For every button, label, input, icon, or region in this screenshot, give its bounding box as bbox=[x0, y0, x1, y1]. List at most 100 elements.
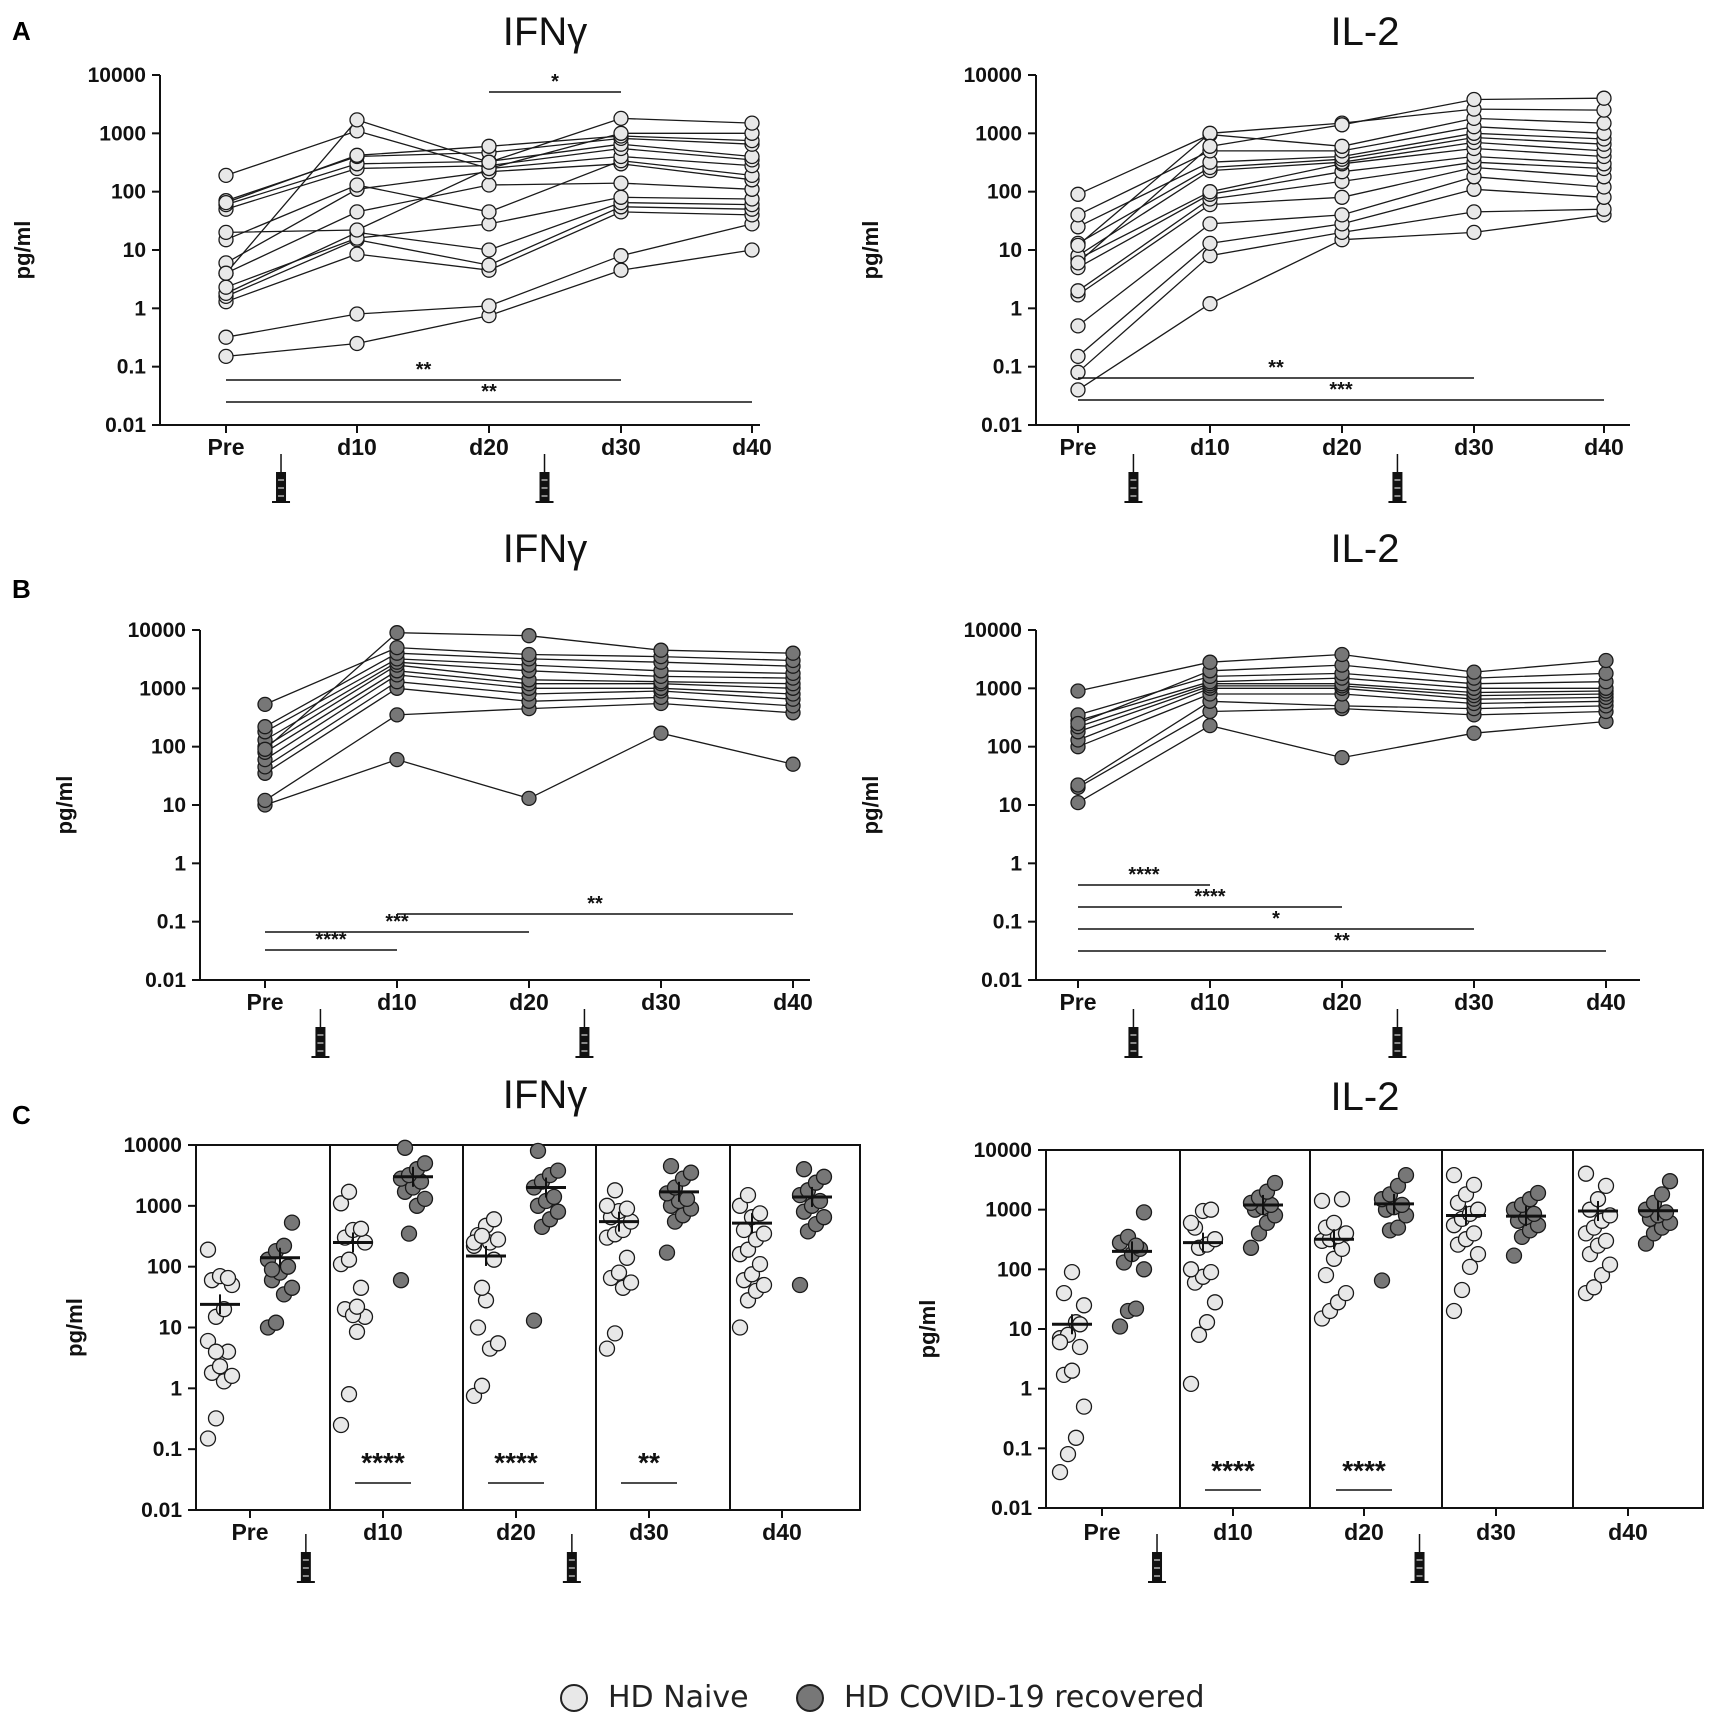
data-point bbox=[1070, 364, 1086, 380]
data-point bbox=[396, 1139, 414, 1156]
data-point bbox=[1465, 1225, 1483, 1242]
data-point bbox=[1325, 1214, 1343, 1232]
data-point bbox=[613, 189, 629, 205]
data-point bbox=[340, 1183, 358, 1200]
y-axis-label: pg/ml bbox=[10, 221, 35, 280]
data-point bbox=[348, 1323, 366, 1340]
significance-label: *** bbox=[1329, 379, 1353, 401]
data-point bbox=[1466, 224, 1482, 241]
data-point bbox=[613, 248, 629, 264]
data-point bbox=[529, 1142, 547, 1160]
data-point bbox=[1190, 1326, 1208, 1343]
data-point bbox=[1127, 1300, 1145, 1317]
x-tick-label: d30 bbox=[601, 434, 641, 460]
x-tick-label: d30 bbox=[1476, 1519, 1516, 1545]
data-point bbox=[662, 1157, 680, 1175]
data-point bbox=[416, 1190, 434, 1208]
data-point bbox=[1070, 207, 1086, 223]
data-point bbox=[1070, 777, 1086, 793]
data-point bbox=[392, 1272, 410, 1289]
data-point bbox=[279, 1258, 297, 1275]
y-tick-label: 100 bbox=[997, 1258, 1032, 1281]
data-point bbox=[1242, 1239, 1260, 1256]
x-tick-label: Pre bbox=[207, 434, 244, 460]
y-tick-label: 10000 bbox=[964, 619, 1022, 642]
data-point bbox=[485, 1251, 503, 1268]
y-tick-label: 100 bbox=[987, 181, 1022, 204]
x-tick-label: d10 bbox=[363, 1519, 403, 1545]
y-tick-label: 1000 bbox=[975, 677, 1022, 700]
data-point bbox=[1055, 1284, 1073, 1302]
y-tick-label: 0.01 bbox=[105, 414, 146, 437]
data-point bbox=[1653, 1186, 1671, 1203]
y-axis-label: pg/ml bbox=[915, 1300, 940, 1359]
data-point bbox=[1313, 1192, 1331, 1210]
x-tick-label: d20 bbox=[1344, 1519, 1384, 1545]
y-tick-label: 0.01 bbox=[145, 969, 186, 992]
data-point bbox=[1373, 1272, 1391, 1289]
y-tick-label: 100 bbox=[111, 181, 146, 204]
syringe-icon bbox=[1124, 454, 1143, 503]
y-axis-label: pg/ml bbox=[52, 776, 77, 835]
y-axis-label: pg/ml bbox=[858, 776, 883, 835]
data-point bbox=[1070, 348, 1086, 365]
x-tick-label: d40 bbox=[1584, 434, 1624, 460]
syringe-icon bbox=[311, 1009, 330, 1058]
data-point bbox=[263, 1261, 281, 1278]
chart-b-il2: 0.01 0.1 1 10 100 1000 10000 Pre d10 d20 d30 d40 IL-… bbox=[858, 527, 1640, 1058]
data-point bbox=[257, 741, 273, 757]
data-point bbox=[332, 1416, 350, 1434]
data-point bbox=[218, 224, 234, 241]
y-tick-label: 10000 bbox=[88, 64, 146, 87]
data-point bbox=[731, 1319, 749, 1336]
data-point bbox=[1202, 296, 1218, 312]
y-tick-label: 100 bbox=[147, 1256, 182, 1279]
x-tick-label: d20 bbox=[496, 1519, 536, 1545]
data-point bbox=[521, 790, 537, 807]
syringe-barrel bbox=[276, 472, 287, 502]
data-point bbox=[1063, 1263, 1081, 1281]
data-point bbox=[207, 1410, 225, 1427]
y-tick-label: 1 bbox=[1010, 297, 1022, 320]
data-point bbox=[1337, 1225, 1355, 1242]
data-point bbox=[1198, 1314, 1216, 1331]
data-point bbox=[1317, 1266, 1335, 1284]
chart-a-ifng: 0.01 0.1 1 10 100 1000 10000 Pre d10 d20 d30 d40 IFN… bbox=[10, 10, 772, 503]
chart-title-a-il2: IL-2 bbox=[1331, 10, 1400, 54]
x-tick-label: d10 bbox=[1190, 434, 1230, 460]
y-tick-label: 1 bbox=[1010, 852, 1022, 875]
chart-c-il2: 0.01 0.1 1 10 100 1000 10000 Pre d10 d20 d30 d40 IL-… bbox=[915, 1075, 1704, 1583]
data-point bbox=[349, 306, 365, 322]
y-tick-label: 1000 bbox=[99, 122, 146, 145]
y-tick-label: 0.1 bbox=[153, 1438, 183, 1461]
significance-label: **** bbox=[494, 1447, 538, 1478]
y-tick-label: 0.1 bbox=[993, 911, 1023, 934]
data-point bbox=[469, 1319, 487, 1336]
data-point bbox=[481, 257, 497, 273]
data-point bbox=[1202, 1263, 1220, 1281]
data-point bbox=[352, 1220, 370, 1237]
data-point bbox=[223, 1367, 241, 1385]
syringe-barrel bbox=[566, 1552, 577, 1582]
x-tick-label: d20 bbox=[469, 434, 509, 460]
significance-label: ** bbox=[1268, 357, 1284, 379]
y-axis-label: pg/ml bbox=[858, 221, 883, 280]
data-point bbox=[744, 242, 760, 258]
data-point bbox=[1135, 1204, 1153, 1221]
syringe-icon bbox=[1410, 1534, 1429, 1583]
series-line bbox=[264, 702, 794, 801]
data-point bbox=[1202, 1201, 1220, 1218]
significance-label: **** bbox=[1128, 864, 1159, 886]
data-point bbox=[549, 1203, 567, 1220]
chart-title-c-il2: IL-2 bbox=[1331, 1075, 1400, 1119]
y-tick-label: 10 bbox=[159, 1317, 182, 1340]
data-point bbox=[389, 751, 405, 768]
y-axis-label: pg/ml bbox=[62, 1298, 87, 1357]
syringe-barrel bbox=[579, 1027, 590, 1057]
y-tick-label: 0.01 bbox=[981, 414, 1022, 437]
x-tick-label: d40 bbox=[732, 434, 772, 460]
significance-label: **** bbox=[1342, 1455, 1386, 1486]
significance-label: ** bbox=[481, 381, 497, 403]
y-tick-label: 1 bbox=[170, 1377, 182, 1400]
data-point bbox=[1598, 665, 1614, 682]
